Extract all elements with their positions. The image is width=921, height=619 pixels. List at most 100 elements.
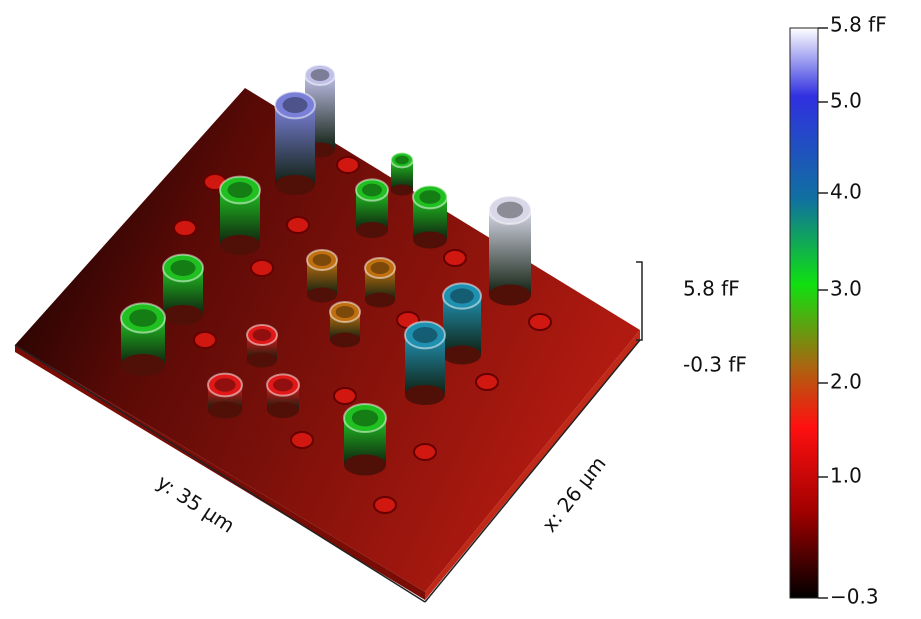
pillar-hole xyxy=(227,182,253,198)
pillar-base xyxy=(163,305,203,325)
pillar-base xyxy=(247,352,277,368)
pillar-base xyxy=(489,284,531,306)
plane-edge xyxy=(425,330,640,600)
y-axis-line xyxy=(14,344,426,603)
pillar-top xyxy=(364,257,396,279)
pillar-top xyxy=(162,253,204,283)
pillar xyxy=(162,253,204,325)
pillar-body xyxy=(391,160,413,190)
pillar-base xyxy=(443,345,481,365)
colorbar-tick-label: 2.0 xyxy=(830,370,862,394)
pillar-hole xyxy=(496,201,524,219)
bump xyxy=(413,443,437,461)
pillar-hole xyxy=(335,306,355,318)
bump xyxy=(290,431,314,449)
pillar-hole xyxy=(273,378,293,392)
pillar-top xyxy=(488,195,532,225)
pillar-hole xyxy=(214,378,236,392)
colorbar-scale xyxy=(789,27,819,599)
pillar-top xyxy=(355,178,389,202)
pillar xyxy=(219,175,261,255)
pillar-top xyxy=(266,373,300,397)
bump xyxy=(336,156,360,174)
z-scale xyxy=(636,261,643,341)
pillar-hole xyxy=(310,69,330,81)
pillar-base xyxy=(405,385,445,405)
pillar-top xyxy=(304,64,336,86)
pillar-base xyxy=(365,292,395,308)
pillar xyxy=(329,301,361,348)
pillar-base xyxy=(267,402,299,418)
pillar-base xyxy=(275,175,315,195)
bump xyxy=(333,387,357,405)
pillar-top xyxy=(442,282,482,310)
bump xyxy=(528,313,552,331)
pillar-hole xyxy=(129,309,157,327)
pillar-top xyxy=(274,90,316,120)
pillar-top xyxy=(329,301,361,323)
pillar xyxy=(207,372,243,419)
pillar-base xyxy=(391,184,413,196)
bumps xyxy=(173,156,552,514)
pillar xyxy=(246,324,278,368)
pillar-top xyxy=(404,320,446,350)
pillar-top xyxy=(207,372,243,398)
pillars xyxy=(120,64,532,476)
pillar xyxy=(343,403,387,476)
pillar xyxy=(390,151,414,196)
pillar-base xyxy=(121,354,165,376)
pillar-hole xyxy=(252,329,272,341)
pillar-base xyxy=(330,332,360,348)
pillar xyxy=(306,249,338,303)
pillar-base xyxy=(220,235,260,255)
pillar-base xyxy=(208,401,242,419)
pillar-top xyxy=(412,184,448,210)
z-min-label: -0.3 fF xyxy=(683,353,747,377)
pillar-base xyxy=(413,231,447,249)
colorbar: 5.8 fF 5.0 4.0 3.0 2.0 1.0 −0.3 xyxy=(789,13,887,609)
pillar-hole xyxy=(170,260,196,276)
bump xyxy=(475,373,499,391)
pillar xyxy=(274,90,316,195)
pillar xyxy=(120,302,166,376)
pillar-hole xyxy=(351,409,379,427)
pillar-top xyxy=(343,403,387,433)
pillar-base xyxy=(307,287,337,303)
pillar-top xyxy=(306,249,338,271)
pillar-top xyxy=(219,175,261,205)
x-axis-label: x: 26 µm xyxy=(537,452,611,537)
pillar-hole xyxy=(419,190,441,204)
colorbar-tick-label: 4.0 xyxy=(830,180,862,204)
pillar xyxy=(355,178,389,238)
y-axis-label: y: 35 µm xyxy=(153,470,239,538)
bump xyxy=(443,249,467,267)
colorbar-tick-label: 3.0 xyxy=(830,277,862,301)
pillar xyxy=(364,257,396,308)
pillar-hole xyxy=(395,155,409,165)
pillar xyxy=(404,320,446,405)
bump xyxy=(250,259,274,277)
pillar-hole xyxy=(370,262,390,274)
pillar-top xyxy=(390,151,414,169)
axes xyxy=(14,261,643,603)
colorbar-tick-label: −0.3 xyxy=(830,585,879,609)
x-axis-line xyxy=(424,339,641,603)
pillar xyxy=(266,373,300,418)
pillar-base xyxy=(356,222,388,238)
pillar-hole xyxy=(412,327,438,343)
pillar-top xyxy=(120,302,166,334)
pillar xyxy=(412,184,448,249)
pillar-hole xyxy=(450,288,474,304)
pillar xyxy=(488,195,532,306)
pillar-top xyxy=(246,324,278,346)
pillar xyxy=(442,282,482,365)
bump xyxy=(373,496,397,514)
pillar-hole xyxy=(362,183,382,197)
colorbar-tick-label: 5.0 xyxy=(830,89,862,113)
bump xyxy=(193,331,217,349)
bump xyxy=(173,219,197,237)
pillar-hole xyxy=(312,254,332,266)
colorbar-tick-label: 5.8 fF xyxy=(830,13,887,37)
pillar-base xyxy=(344,454,386,476)
